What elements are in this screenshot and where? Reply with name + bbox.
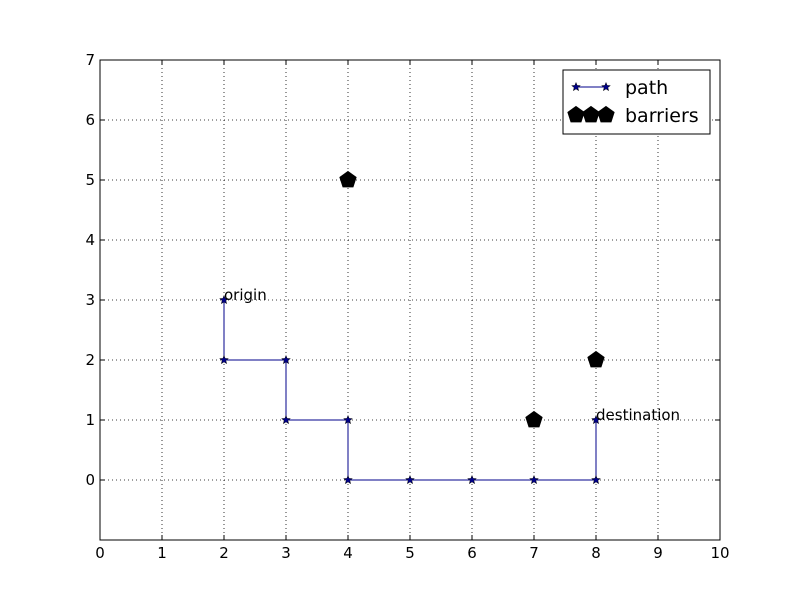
- y-tick-label: 7: [85, 51, 95, 69]
- series-barriers-point: [587, 350, 605, 368]
- y-tick-label: 0: [85, 471, 95, 489]
- x-tick-label: 0: [95, 544, 105, 562]
- x-tick-label: 6: [467, 544, 477, 562]
- x-tick-label: 10: [710, 544, 729, 562]
- series-path-point: [281, 354, 291, 365]
- series-path-point: [343, 474, 353, 485]
- x-tick-label: 7: [529, 544, 539, 562]
- axis-ticks: 0 1 2 3 4 5 6 7 8 9 10 0 1 2 3 4 5 6 7: [85, 51, 729, 562]
- legend-label: barriers: [625, 105, 699, 127]
- series-barriers-point: [525, 410, 543, 428]
- x-tick-label: 9: [653, 544, 663, 562]
- x-tick-label: 5: [405, 544, 415, 562]
- y-tick-label: 4: [85, 231, 95, 249]
- annotations: origin destination: [224, 286, 680, 424]
- plot-series: [219, 170, 605, 485]
- series-path-point: [281, 414, 291, 425]
- y-tick-label: 3: [85, 291, 95, 309]
- x-tick-label: 2: [219, 544, 229, 562]
- series-path-point: [405, 474, 415, 485]
- x-tick-label: 3: [281, 544, 291, 562]
- x-tick-label: 1: [157, 544, 167, 562]
- legend-box: [562, 69, 711, 135]
- series-path-point: [591, 474, 601, 485]
- series-path-point: [343, 414, 353, 425]
- series-barriers-point: [339, 170, 357, 188]
- series-path-point: [219, 354, 229, 365]
- x-tick-label: 4: [343, 544, 353, 562]
- legend-swatch-marker: [571, 81, 581, 92]
- series-path-point: [529, 474, 539, 485]
- series-path-point: [591, 414, 601, 425]
- series-path-point: [467, 474, 477, 485]
- legend-swatch-marker: [597, 105, 615, 123]
- annotation-label: origin: [224, 286, 267, 304]
- legend: path barriers: [562, 69, 711, 135]
- legend-swatch-marker: [582, 105, 600, 123]
- y-tick-label: 5: [85, 171, 95, 189]
- y-tick-label: 2: [85, 351, 95, 369]
- series-path-point: [219, 294, 229, 305]
- legend-item-path: path: [571, 77, 668, 99]
- y-tick-label: 1: [85, 411, 95, 429]
- y-tick-label: 6: [85, 111, 95, 129]
- x-tick-label: 8: [591, 544, 601, 562]
- annotation-label: destination: [596, 406, 680, 424]
- legend-label: path: [625, 77, 668, 99]
- legend-item-barriers: barriers: [567, 105, 699, 127]
- legend-swatch-marker: [567, 105, 585, 123]
- legend-swatch-marker: [601, 81, 611, 92]
